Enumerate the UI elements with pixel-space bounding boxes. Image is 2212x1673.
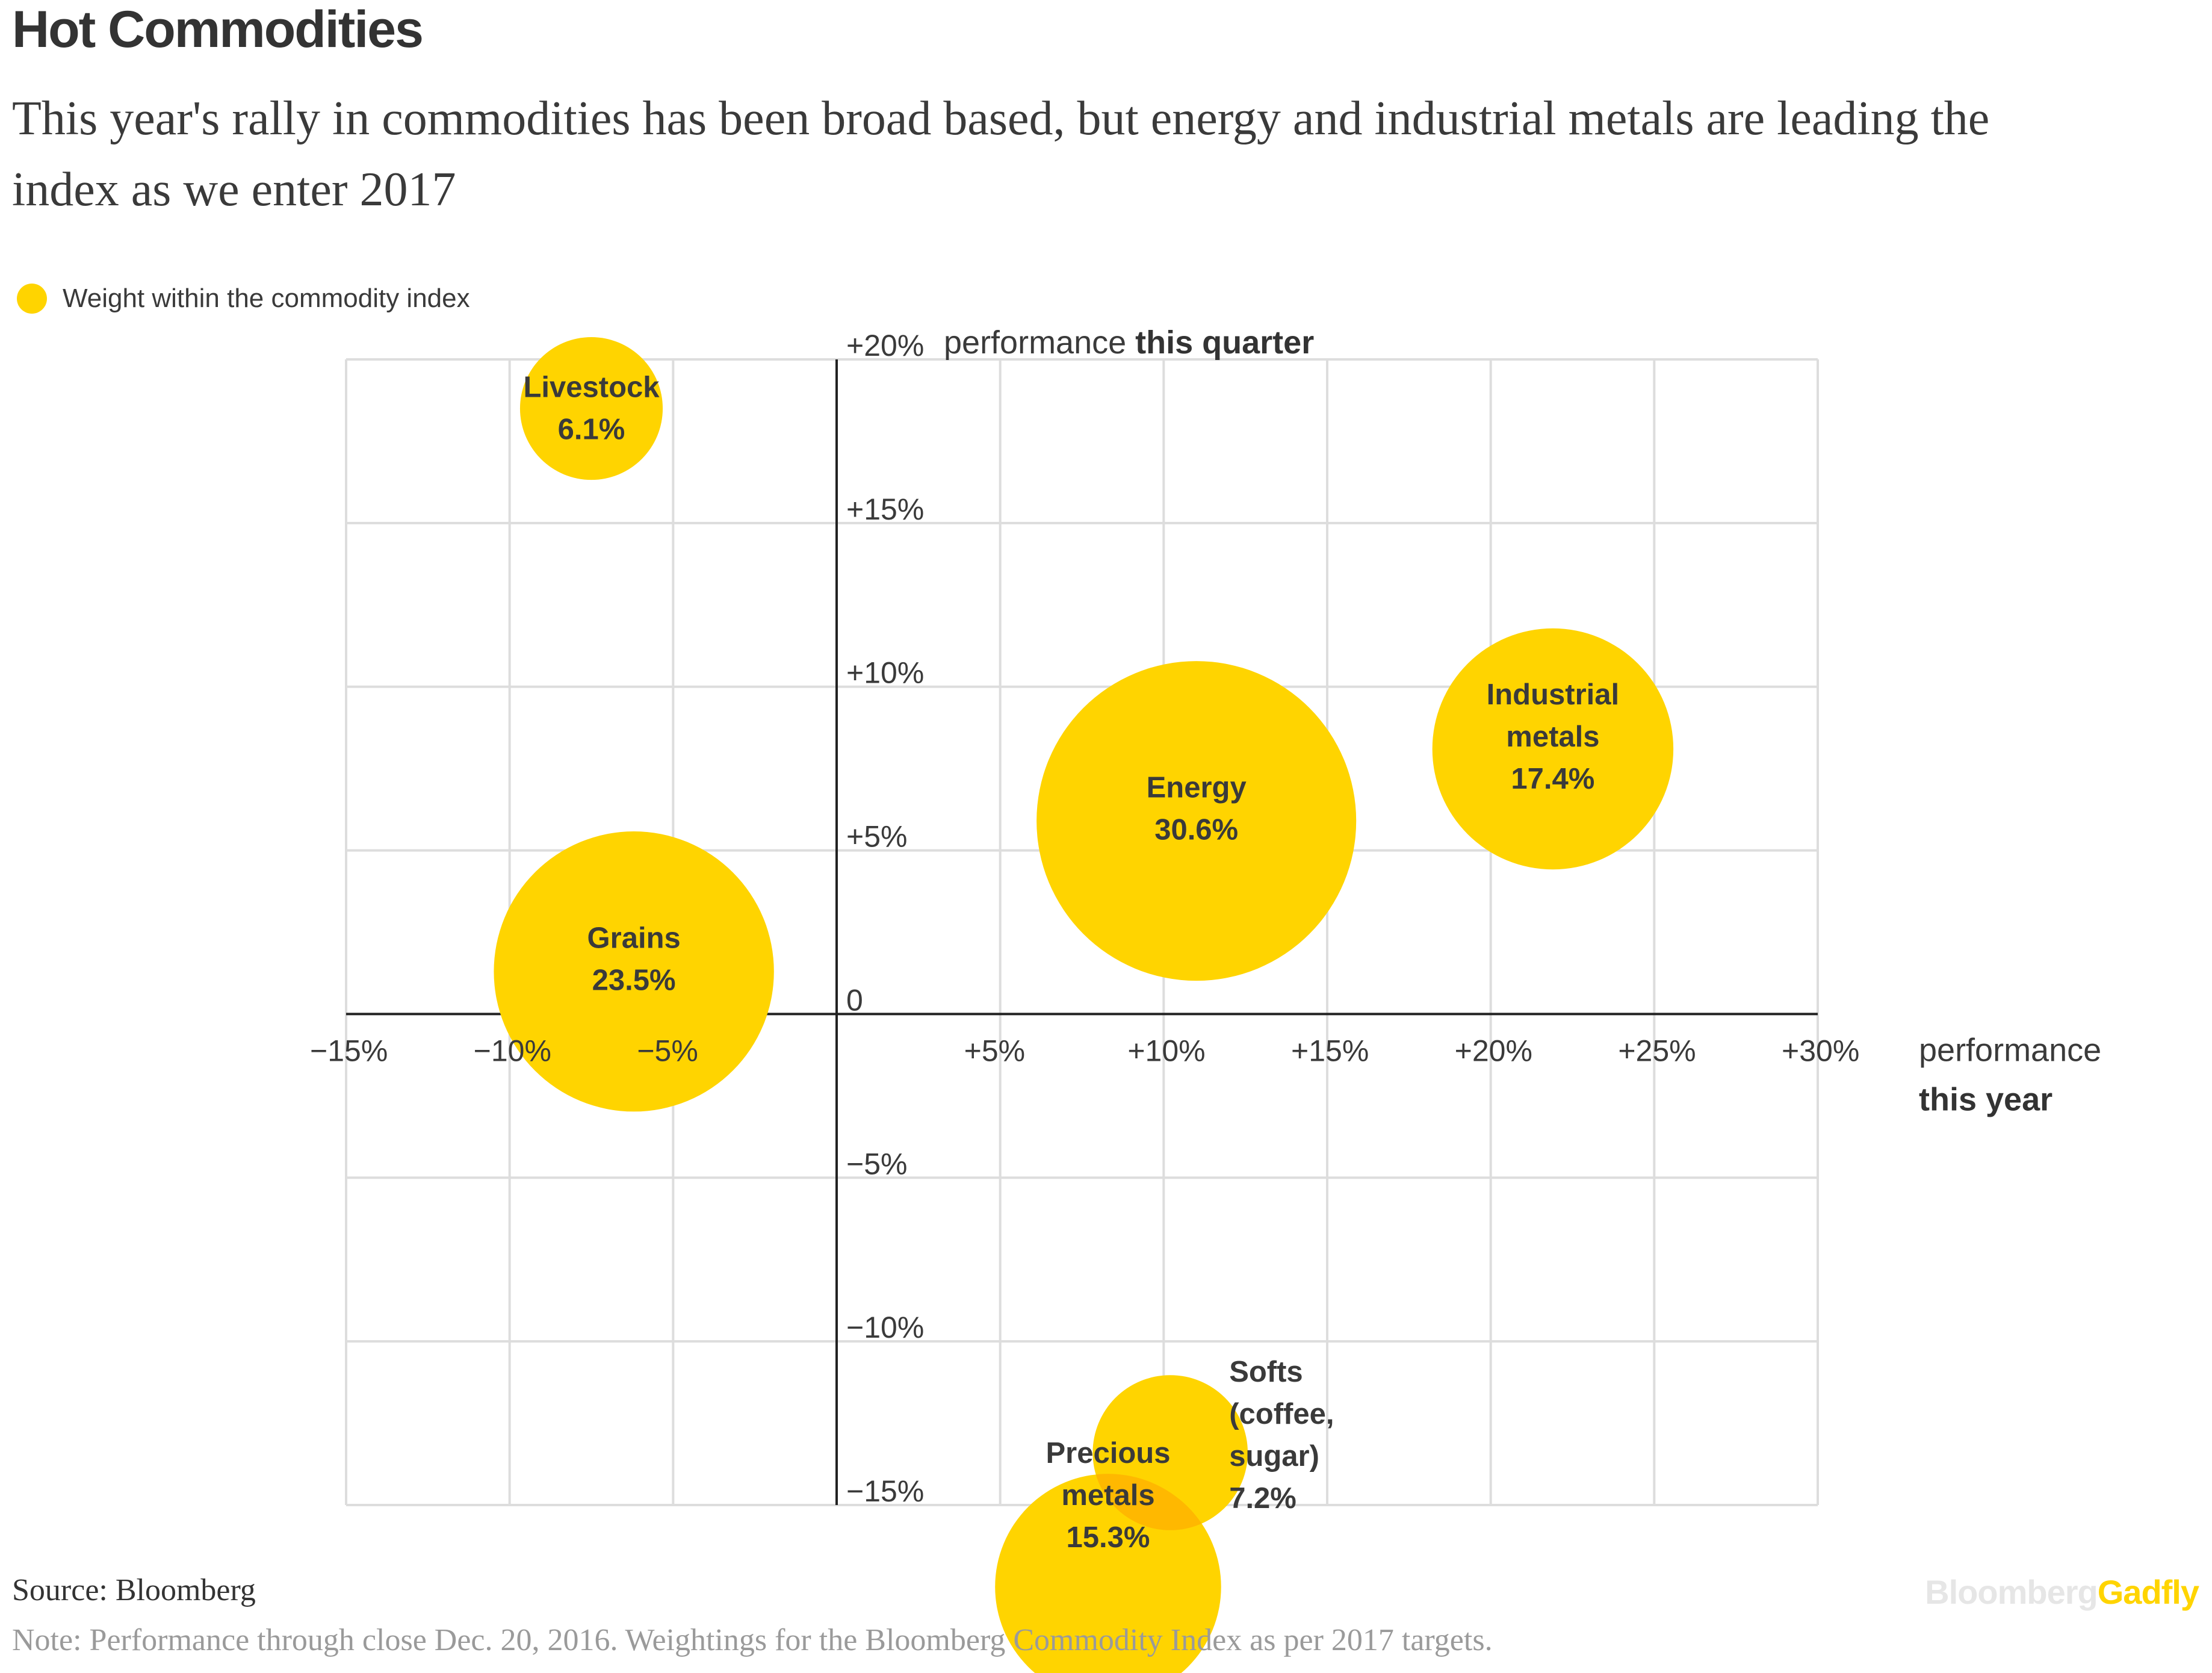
- bubble-label: Energy 30.6%: [1147, 772, 1247, 846]
- brand-logo-part1: Bloomberg: [1925, 1573, 2098, 1611]
- tick-labels: −15% −10% −5% +5% +10% +15% +20% +25% +30% +20% +1…: [310, 329, 1859, 1508]
- bubble-industrial-metals: [1432, 628, 1674, 870]
- chart-title: Hot Commodities: [12, 1, 424, 58]
- x-tick-label: +20%: [1455, 1034, 1532, 1067]
- bubble-label-line: Grains: [587, 922, 681, 955]
- y-tick-label: −10%: [846, 1311, 924, 1344]
- bubbles: [494, 337, 1674, 1673]
- y-tick-label: +10%: [846, 656, 924, 690]
- bubble-labels: Livestock 6.1% Grains 23.5% Energy 30.6% Indus…: [523, 371, 1619, 1554]
- chart-subtitle: This year's rally in commodities has bee…: [12, 92, 1990, 216]
- legend: Weight within the commodity index: [17, 282, 470, 315]
- y-tick-label: 0: [846, 983, 863, 1017]
- bubble-label-line: Softs: [1229, 1356, 1303, 1388]
- bubble-label: Livestock 6.1%: [523, 371, 660, 446]
- y-axis-title-bold: this quarter: [1135, 324, 1314, 361]
- footnote: Note: Performance through close Dec. 20,…: [12, 1623, 1493, 1657]
- x-tick-label: +15%: [1291, 1034, 1369, 1067]
- bubble-label-line: 17.4%: [1511, 763, 1594, 795]
- source-note: Source: Bloomberg: [12, 1573, 256, 1607]
- bubble-label-line: Industrial: [1487, 678, 1620, 711]
- y-tick-label: +15%: [846, 492, 924, 526]
- x-tick-label: +30%: [1782, 1034, 1859, 1067]
- bubble-label-line: 7.2%: [1229, 1482, 1297, 1515]
- bubble-energy: [1036, 661, 1357, 981]
- bubble-label-line: Precious: [1046, 1437, 1170, 1470]
- axis-titles: performance this year performance this qua…: [944, 324, 2101, 1117]
- brand-logo-part2: Gadfly: [2097, 1573, 2199, 1611]
- brand-logo: BloombergGadfly: [1925, 1572, 2199, 1612]
- bubble-grains: [494, 831, 774, 1112]
- legend-swatch: [17, 284, 47, 314]
- bubble-label-line: 23.5%: [592, 964, 676, 997]
- legend-label: Weight within the commodity index: [63, 284, 470, 313]
- y-tick-label: −5%: [846, 1147, 907, 1181]
- y-tick-label: +5%: [846, 820, 907, 854]
- bubble-label: Precious metals 15.3%: [1046, 1437, 1170, 1554]
- y-axis-title: performance this quarter: [944, 324, 1314, 361]
- bubble-label-line: Livestock: [523, 371, 660, 404]
- x-axis-title: performance: [1919, 1032, 2101, 1068]
- bubble-label-line: 15.3%: [1066, 1521, 1150, 1554]
- x-tick-label: +25%: [1618, 1034, 1696, 1067]
- bubble-label-line: Energy: [1147, 772, 1247, 804]
- x-tick-label: −10%: [474, 1034, 551, 1067]
- bubble-label: Industrial metals 17.4%: [1487, 678, 1620, 795]
- bubble-label-line: 30.6%: [1154, 814, 1238, 846]
- bubble-label-line: 6.1%: [558, 414, 625, 446]
- x-tick-label: +5%: [964, 1034, 1025, 1067]
- bubble-label-line: (coffee,: [1229, 1398, 1334, 1430]
- bubble-label: Softs (coffee, sugar) 7.2%: [1229, 1356, 1334, 1515]
- bubble-label-line: sugar): [1229, 1440, 1319, 1473]
- x-tick-label: +10%: [1127, 1034, 1205, 1067]
- x-tick-label: −5%: [637, 1034, 698, 1067]
- bubble-livestock: [519, 337, 663, 480]
- y-axis-title-normal: performance: [944, 324, 1135, 361]
- bubble-label: Grains 23.5%: [587, 922, 681, 997]
- x-axis-title-bold: this year: [1919, 1081, 2052, 1117]
- bubble-label-line: metals: [1506, 721, 1599, 753]
- y-tick-label: +20%: [846, 329, 924, 362]
- y-tick-label: −15%: [846, 1474, 924, 1508]
- bubble-label-line: metals: [1061, 1479, 1154, 1512]
- x-tick-label: −15%: [310, 1034, 388, 1067]
